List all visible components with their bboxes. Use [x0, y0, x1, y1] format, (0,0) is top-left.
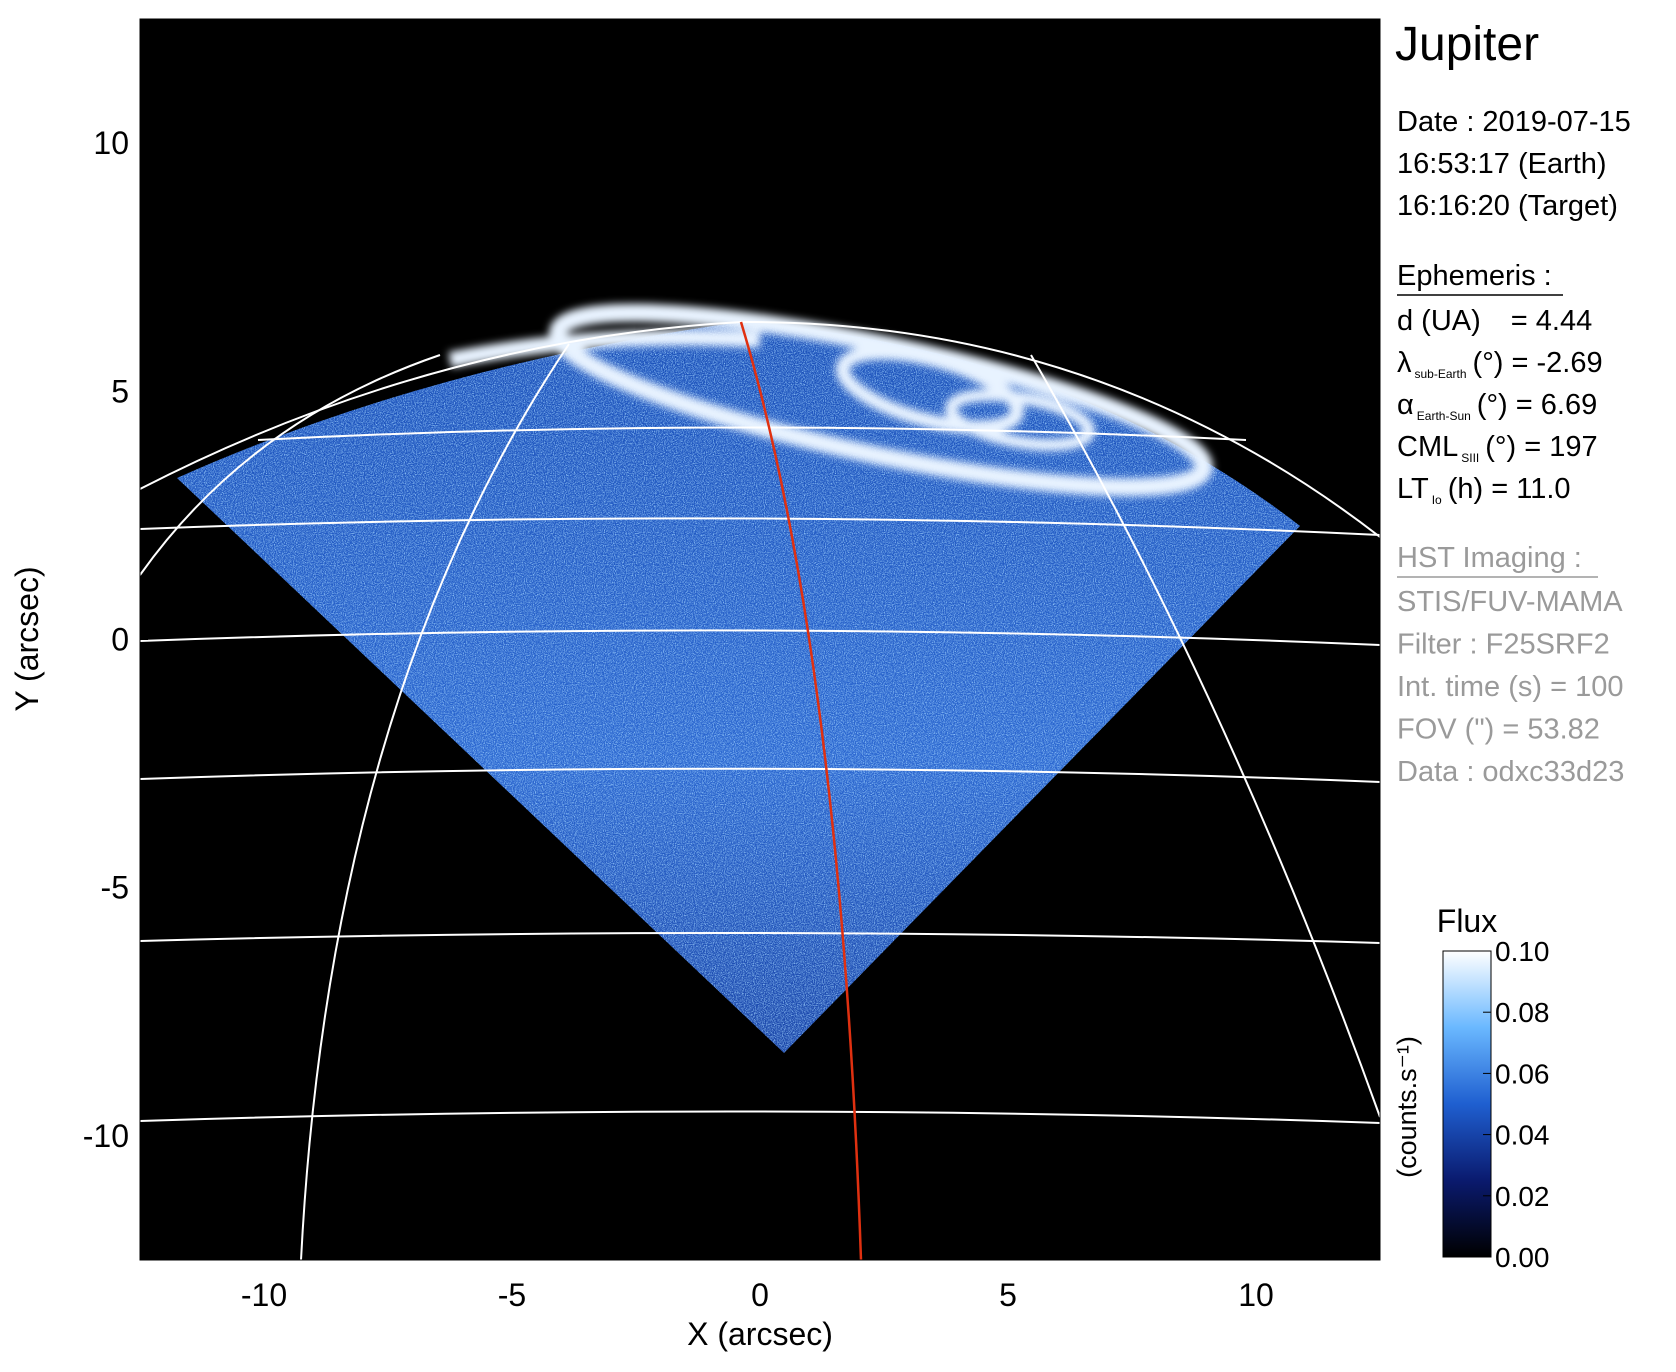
ephemeris-line: LT Io (h) = 11.0	[1397, 473, 1571, 507]
x-tick-label: 5	[999, 1277, 1017, 1313]
ephemeris-rest: (h) = 11.0	[1448, 473, 1571, 505]
x-tick-label: -5	[498, 1277, 526, 1313]
imaging-title: HST Imaging :	[1397, 542, 1582, 574]
ephemeris-subscript: SIII	[1461, 451, 1479, 465]
ephemeris-line: CML SIII (°) = 197	[1397, 431, 1598, 465]
colorbar	[1442, 950, 1492, 1258]
date-line: 16:16:20 (Target)	[1397, 190, 1618, 222]
date-line: Date : 2019-07-15	[1397, 106, 1631, 138]
ephemeris-symbol: d (UA)	[1397, 305, 1481, 337]
y-tick-label: -5	[101, 870, 129, 906]
ephemeris-symbol: λ	[1397, 347, 1412, 379]
coordinate-grid	[140, 320, 1380, 1260]
imaging-line: Filter : F25SRF2	[1397, 629, 1610, 661]
ephemeris-line: α Earth-Sun (°) = 6.69	[1397, 389, 1597, 423]
colorbar-tick-label: 0.04	[1495, 1120, 1550, 1151]
chart-title: Jupiter	[1395, 18, 1539, 71]
x-tick-label: 10	[1238, 1277, 1274, 1313]
x-axis-label: X (arcsec)	[687, 1316, 833, 1352]
ephemeris-rest: (°) = 197	[1485, 431, 1597, 463]
ephemeris-title: Ephemeris :	[1397, 260, 1552, 292]
ephemeris-rest: (°) = 6.69	[1477, 389, 1597, 421]
ephemeris-rest: (°) = -2.69	[1473, 347, 1603, 379]
y-tick-label: 5	[111, 373, 129, 409]
ephemeris-subscript: sub-Earth	[1415, 367, 1467, 381]
colorbar-tick-label: 0.10	[1495, 936, 1550, 967]
colorbar-label: Flux	[1437, 903, 1497, 939]
ephemeris-line: λ sub-Earth (°) = -2.69	[1397, 347, 1603, 381]
ephemeris-subscript: Earth-Sun	[1417, 409, 1471, 423]
ephemeris-symbol: α	[1397, 389, 1414, 421]
imaging-line: STIS/FUV-MAMA	[1397, 586, 1623, 618]
y-tick-label: 10	[93, 125, 129, 161]
ephemeris-rest: = 4.44	[1511, 305, 1592, 337]
colorbar-tick-label: 0.08	[1495, 997, 1550, 1028]
ephemeris-symbol: CML	[1397, 431, 1458, 463]
central-meridian	[739, 321, 863, 1260]
colorbar-unit: (counts.s⁻¹)	[1392, 1036, 1422, 1178]
colorbar-tick-label: 0.02	[1495, 1181, 1550, 1212]
info-panel: Date : 2019-07-15 16:53:17 (Earth) 16:16:2…	[1397, 106, 1631, 788]
y-axis-label: Y (arcsec)	[9, 566, 45, 711]
plot-area	[140, 19, 1380, 1260]
y-tick-label: 0	[111, 622, 129, 658]
x-tick-label: -10	[241, 1277, 287, 1313]
y-tick-label: -10	[83, 1118, 129, 1154]
imaging-line: Data : odxc33d23	[1397, 756, 1624, 788]
imaging-line: FOV (") = 53.82	[1397, 714, 1600, 746]
ephemeris-subscript: Io	[1432, 493, 1442, 507]
colorbar-tick-label: 0.00	[1495, 1242, 1550, 1273]
ephemeris-symbol: LT	[1397, 473, 1429, 505]
image-noise	[177, 322, 1300, 1053]
colorbar-tick-label: 0.06	[1495, 1058, 1550, 1089]
aurora	[448, 303, 1213, 497]
imaging-line: Int. time (s) = 100	[1397, 671, 1623, 703]
ephemeris-line: d (UA) = 4.44	[1397, 305, 1592, 337]
x-tick-label: 0	[751, 1277, 769, 1313]
date-line: 16:53:17 (Earth)	[1397, 148, 1607, 180]
